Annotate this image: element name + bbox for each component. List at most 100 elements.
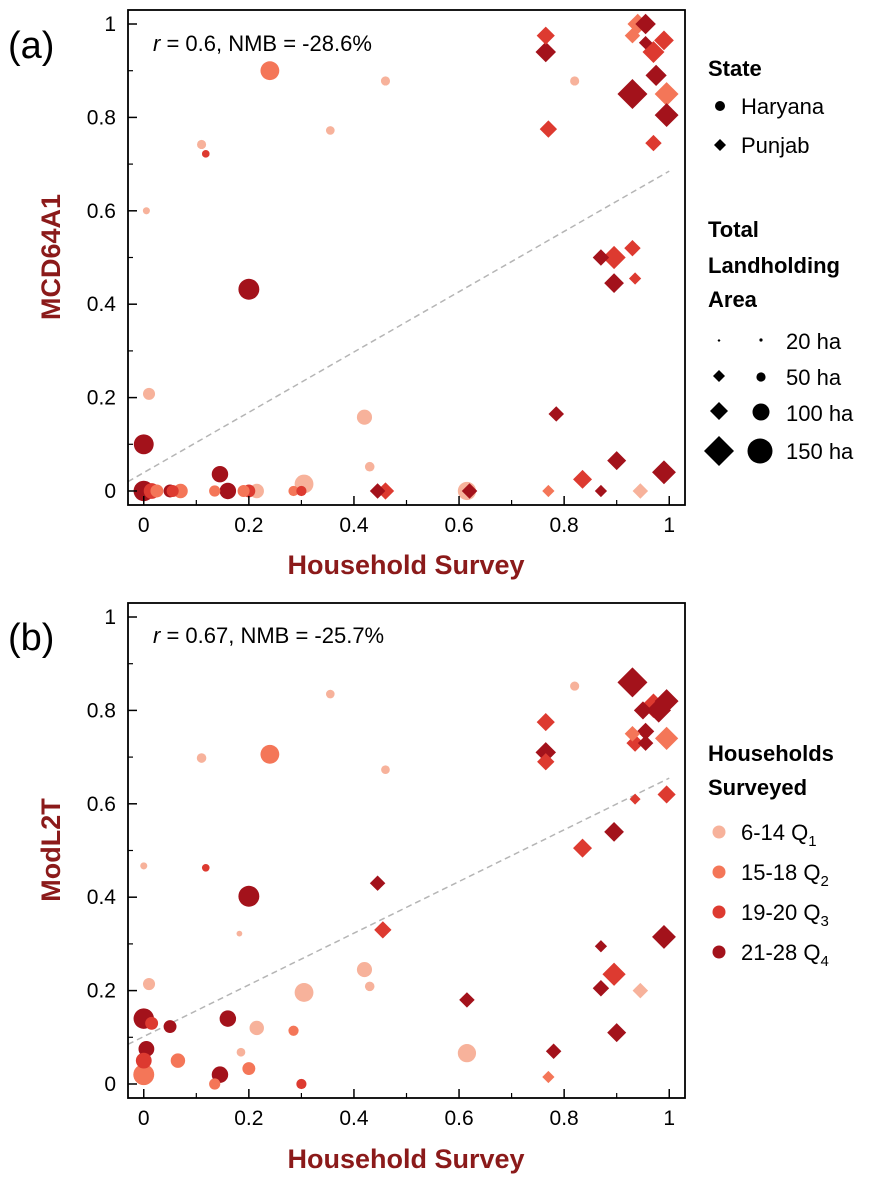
panel-a-y-tick-label: 0.6 <box>87 200 116 223</box>
panel-a-y-tick-label: 0.4 <box>87 293 117 316</box>
panel-b-point-punjab <box>607 1023 627 1043</box>
legend-area-label-50: 50 ha <box>786 365 842 390</box>
panel-b-y-tick-label: 0.6 <box>87 793 116 816</box>
panel-a-point-haryana <box>237 484 250 498</box>
panel-b-point-haryana <box>294 983 314 1002</box>
panel-a-point-haryana <box>364 461 375 472</box>
legend-households-label: 6-14 Q1 <box>741 820 817 850</box>
panel-a-point-haryana <box>219 482 237 500</box>
panel-b-x-tick-label: 0.2 <box>234 1107 263 1130</box>
panel-b-point-punjab <box>594 940 608 953</box>
panel-a-points-layer <box>133 13 679 502</box>
panel-a-point-haryana <box>142 387 156 400</box>
panel-b-point-haryana <box>238 885 260 907</box>
legend-area: Total Landholding Area 20 ha 50 ha 100 h… <box>704 217 854 466</box>
panel-a-y-axis-title: MCD64A1 <box>36 194 66 320</box>
panel-b-point-haryana <box>570 681 580 691</box>
panel-b-point-punjab <box>657 785 676 804</box>
panel-b-point-haryana <box>249 1020 264 1036</box>
panel-b-point-punjab <box>459 992 475 1008</box>
legend-haryana-circle-icon <box>715 101 725 111</box>
legend-area-150-diamond-icon <box>704 436 734 466</box>
panel-b-point-punjab <box>602 962 626 986</box>
panel-a-y-tick-label: 0.2 <box>87 387 116 410</box>
panel-a-point-haryana <box>211 465 229 483</box>
panel-b-y-tick-label: 0.2 <box>87 980 116 1003</box>
panel-a-point-punjab <box>594 484 608 498</box>
panel-a-x-tick-label: 0.2 <box>234 514 263 537</box>
panel-b-point-punjab <box>545 1043 562 1060</box>
panel-b-point-haryana <box>457 1044 477 1063</box>
panel-b-point-haryana <box>163 1020 177 1034</box>
panel-b: (b) 0 0.2 0.4 0.6 0.8 1 0 0.2 0.4 0.6 0.8 1 r = 0.6… <box>8 602 686 1174</box>
panel-a-point-punjab <box>539 120 558 138</box>
panel-b-regression-line <box>127 777 670 1045</box>
panel-b-point-haryana <box>236 1047 246 1057</box>
panel-a-point-haryana <box>166 484 179 498</box>
panel-b-x-tick-label: 0.6 <box>444 1107 473 1130</box>
panel-b-annotation: r = 0.67, NMB = -25.7% <box>153 623 384 648</box>
panel-b-y-axis-title: ModL2T <box>36 798 66 902</box>
legend-households-title: Households Surveyed <box>708 741 840 800</box>
panel-b-point-haryana <box>196 753 207 763</box>
panel-b-x-tick-label: 0.4 <box>339 1107 369 1130</box>
panel-a-x-tick-label: 0.6 <box>444 514 473 537</box>
panel-a-point-haryana <box>201 150 210 158</box>
panel-b-point-punjab <box>537 753 555 771</box>
panel-b-point-punjab <box>632 982 649 999</box>
panel-b-point-haryana <box>364 981 375 992</box>
panel-b-point-haryana <box>219 1010 237 1027</box>
panel-b-x-axis-title: Household Survey <box>287 1144 524 1174</box>
panel-b-point-punjab <box>592 980 610 997</box>
panel-b-point-haryana <box>209 1078 221 1090</box>
legend-area-50-diamond-icon <box>713 370 725 382</box>
panel-b-point-haryana <box>296 1078 307 1090</box>
panel-b-ticks-layer: 0 0.2 0.4 0.6 0.8 1 0 0.2 0.4 0.6 0.8 1 <box>87 606 675 1130</box>
panel-a-point-punjab <box>592 249 610 266</box>
panel-b-point-haryana <box>260 744 280 764</box>
panel-a-point-punjab <box>654 30 674 51</box>
panel-a-annotation: r = 0.6, NMB = -28.6% <box>153 31 372 56</box>
panel-b-point-punjab <box>652 924 676 949</box>
panel-a-point-punjab <box>638 35 653 50</box>
legend-area-label-20: 20 ha <box>786 329 842 354</box>
panel-a-point-punjab <box>604 273 624 294</box>
panel-b-point-punjab <box>629 793 641 805</box>
panel-b-point-punjab <box>654 689 679 714</box>
panel-a-point-haryana <box>296 485 307 497</box>
panel-a-point-haryana <box>570 76 580 86</box>
panel-b-point-haryana <box>142 978 156 991</box>
panel-b-x-tick-label: 0.8 <box>550 1107 579 1130</box>
panel-a-y-tick-label: 0 <box>104 480 116 503</box>
panel-a-x-axis-title: Household Survey <box>287 550 524 580</box>
panel-b-point-haryana <box>356 962 373 978</box>
panel-b-point-punjab <box>535 742 556 763</box>
panel-b-point-haryana <box>170 1053 186 1068</box>
panel-a-point-punjab <box>617 79 648 110</box>
panel-a-point-haryana <box>380 76 391 86</box>
legend-households-label: 15-18 Q2 <box>741 860 829 890</box>
panel-a-y-tick-label: 0.8 <box>87 106 116 129</box>
panel-b-point-haryana <box>140 862 148 870</box>
legend-area-100-diamond-icon <box>710 402 728 420</box>
panel-a-y-tick-label: 1 <box>104 13 116 36</box>
panel-a-point-punjab <box>654 82 679 106</box>
legend-households: Households Surveyed 6-14 Q1 15-18 Q2 19-20… <box>708 741 840 970</box>
panel-b-y-tick-label: 0.4 <box>87 886 117 909</box>
panel-b-x-tick-label: 0 <box>138 1107 150 1130</box>
panel-b-y-tick-label: 0.8 <box>87 699 116 722</box>
panel-b-point-punjab <box>536 712 555 732</box>
panel-a-point-haryana <box>209 485 221 497</box>
panel-a-point-punjab <box>542 484 555 498</box>
panel-a-point-haryana <box>133 434 154 455</box>
panel-b-point-haryana <box>325 689 335 699</box>
legend-households-q3-swatch-icon <box>712 905 726 919</box>
panel-a-point-punjab <box>635 13 656 35</box>
legend-area-20-diamond-icon <box>717 339 721 342</box>
panel-b-point-haryana <box>236 930 243 937</box>
panel-b-point-haryana <box>133 1064 155 1086</box>
panel-a-point-haryana <box>238 278 260 300</box>
panel-b-point-haryana <box>288 1025 299 1036</box>
panel-a-point-punjab <box>535 41 556 63</box>
legend-area-label-100: 100 ha <box>786 401 854 426</box>
